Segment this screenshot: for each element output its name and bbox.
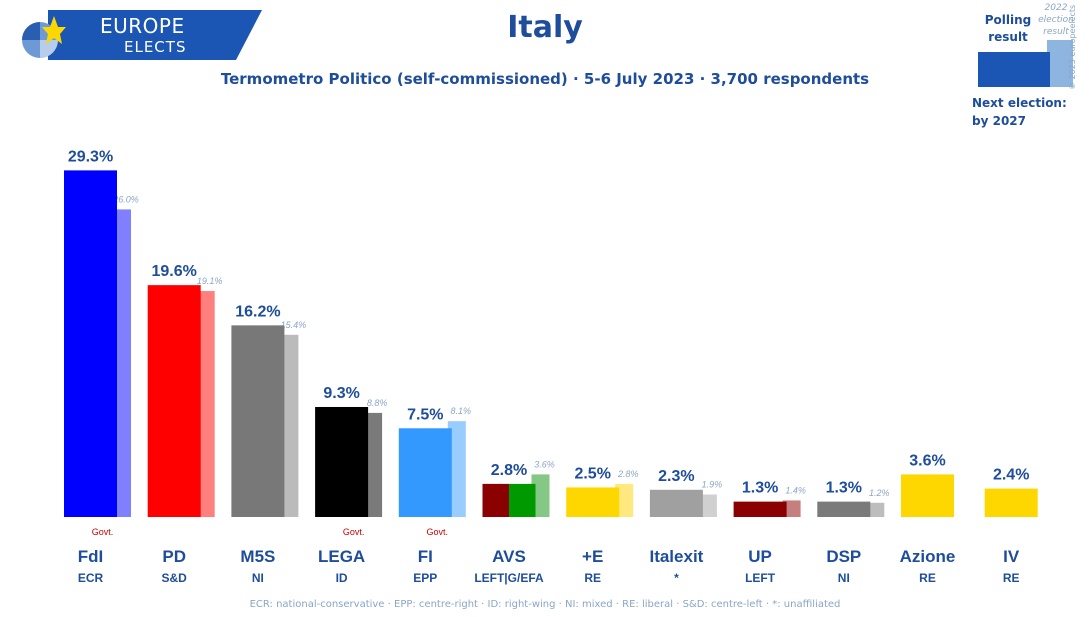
prev-label-fdi: 26.0% — [112, 194, 139, 204]
govt-badge-fdi: Govt. — [92, 527, 114, 537]
prev-bar-e — [615, 483, 634, 517]
group-label-italexit: * — [674, 571, 679, 585]
group-label-fdi: ECR — [78, 571, 104, 585]
prev-bar-avs — [531, 474, 550, 517]
value-label-lega: 9.3% — [323, 385, 359, 402]
value-label-fi: 7.5% — [407, 406, 443, 423]
logo-band — [48, 10, 262, 60]
value-label-avs: 2.8% — [491, 462, 527, 479]
page-title: Italy — [507, 10, 583, 45]
prev-label-pd: 19.1% — [197, 276, 223, 286]
bar-iv — [984, 488, 1038, 517]
category-label-italexit: Italexit — [649, 547, 703, 566]
bar-lega — [315, 406, 369, 517]
group-footnote: ECR: national-conservative · EPP: centre… — [249, 599, 841, 610]
prev-label-lega: 8.8% — [367, 398, 388, 408]
prev-bar-m5s — [280, 334, 299, 517]
bar-fdi — [64, 170, 117, 518]
prev-bar-italexit — [698, 494, 717, 517]
prev-label-fi: 8.1% — [451, 406, 472, 416]
group-label-iv: RE — [1003, 571, 1020, 585]
legend: Polling result 2022 election result Next… — [970, 0, 1090, 135]
prev-bar-fdi — [113, 209, 131, 518]
prev-bar-dsp — [866, 502, 885, 517]
value-label-m5s: 16.2% — [235, 303, 280, 320]
prev-bar-pd — [196, 291, 215, 517]
bar-fi — [398, 428, 452, 517]
category-label-lega: LEGA — [318, 547, 365, 566]
prev-bar-up — [782, 500, 801, 517]
category-label-m5s: M5S — [240, 547, 275, 566]
legend-polling-label: Polling result — [984, 13, 1032, 44]
category-label-fdi: FdI — [78, 547, 104, 566]
bar-italexit — [649, 489, 703, 517]
value-label-italexit: 2.3% — [658, 468, 694, 485]
logo-text-elects: ELECTS — [124, 38, 187, 56]
prev-bar-lega — [364, 412, 383, 517]
prev-label-e: 2.8% — [617, 469, 639, 479]
bar-up — [733, 501, 787, 517]
govt-badge-fi: Govt. — [427, 527, 449, 537]
group-label-fi: EPP — [413, 571, 437, 585]
group-label-pd: S&D — [162, 571, 188, 585]
value-label-e: 2.5% — [574, 465, 610, 482]
bar-pd — [147, 285, 201, 517]
category-label-iv: IV — [1003, 547, 1020, 566]
group-label-lega: ID — [336, 571, 348, 585]
legend-election-label: 2022 election result — [1038, 3, 1074, 37]
category-label-e: +E — [582, 547, 603, 566]
bar-avs-part2 — [509, 483, 536, 517]
bar-avs-part1 — [482, 483, 509, 517]
prev-label-avs: 3.6% — [534, 459, 555, 469]
logo-text-europe: EUROPE — [100, 14, 185, 38]
value-label-pd: 19.6% — [152, 263, 197, 280]
group-label-azione: RE — [919, 571, 936, 585]
group-label-m5s: NI — [252, 571, 264, 585]
group-label-e: RE — [584, 571, 601, 585]
prev-bar-fi — [447, 421, 466, 517]
value-label-azione: 3.6% — [909, 452, 945, 469]
category-label-azione: Azione — [900, 547, 956, 566]
group-label-avs: LEFT|G/EFA — [474, 571, 544, 585]
next-election-label: Next election: — [972, 96, 1067, 110]
category-label-avs: AVS — [492, 547, 526, 566]
prev-label-italexit: 1.9% — [702, 480, 723, 490]
value-label-iv: 2.4% — [993, 467, 1029, 484]
bar-dsp — [817, 501, 871, 517]
govt-badge-lega: Govt. — [343, 527, 365, 537]
group-label-dsp: NI — [838, 571, 850, 585]
legend-polling-swatch — [978, 52, 1050, 87]
next-election-value: by 2027 — [972, 114, 1026, 128]
value-label-fdi: 29.3% — [68, 148, 113, 165]
globe-star-icon — [22, 16, 66, 58]
category-label-fi: FI — [418, 547, 433, 566]
value-label-dsp: 1.3% — [826, 480, 862, 497]
bar-e — [566, 487, 620, 517]
category-label-up: UP — [748, 547, 772, 566]
group-label-up: LEFT — [745, 571, 776, 585]
legend-election-swatch — [1047, 40, 1073, 87]
value-label-up: 1.3% — [742, 480, 778, 497]
poll-subtitle: Termometro Politico (self-commissioned) … — [220, 70, 870, 88]
bar-m5s — [231, 325, 285, 517]
bar-azione — [901, 474, 954, 517]
prev-label-m5s: 15.4% — [281, 320, 307, 330]
europe-elects-logo: EUROPE ELECTS — [20, 10, 242, 62]
category-label-dsp: DSP — [826, 547, 861, 566]
category-label-pd: PD — [162, 547, 186, 566]
prev-label-up: 1.4% — [785, 485, 806, 495]
prev-label-dsp: 1.2% — [869, 488, 890, 498]
